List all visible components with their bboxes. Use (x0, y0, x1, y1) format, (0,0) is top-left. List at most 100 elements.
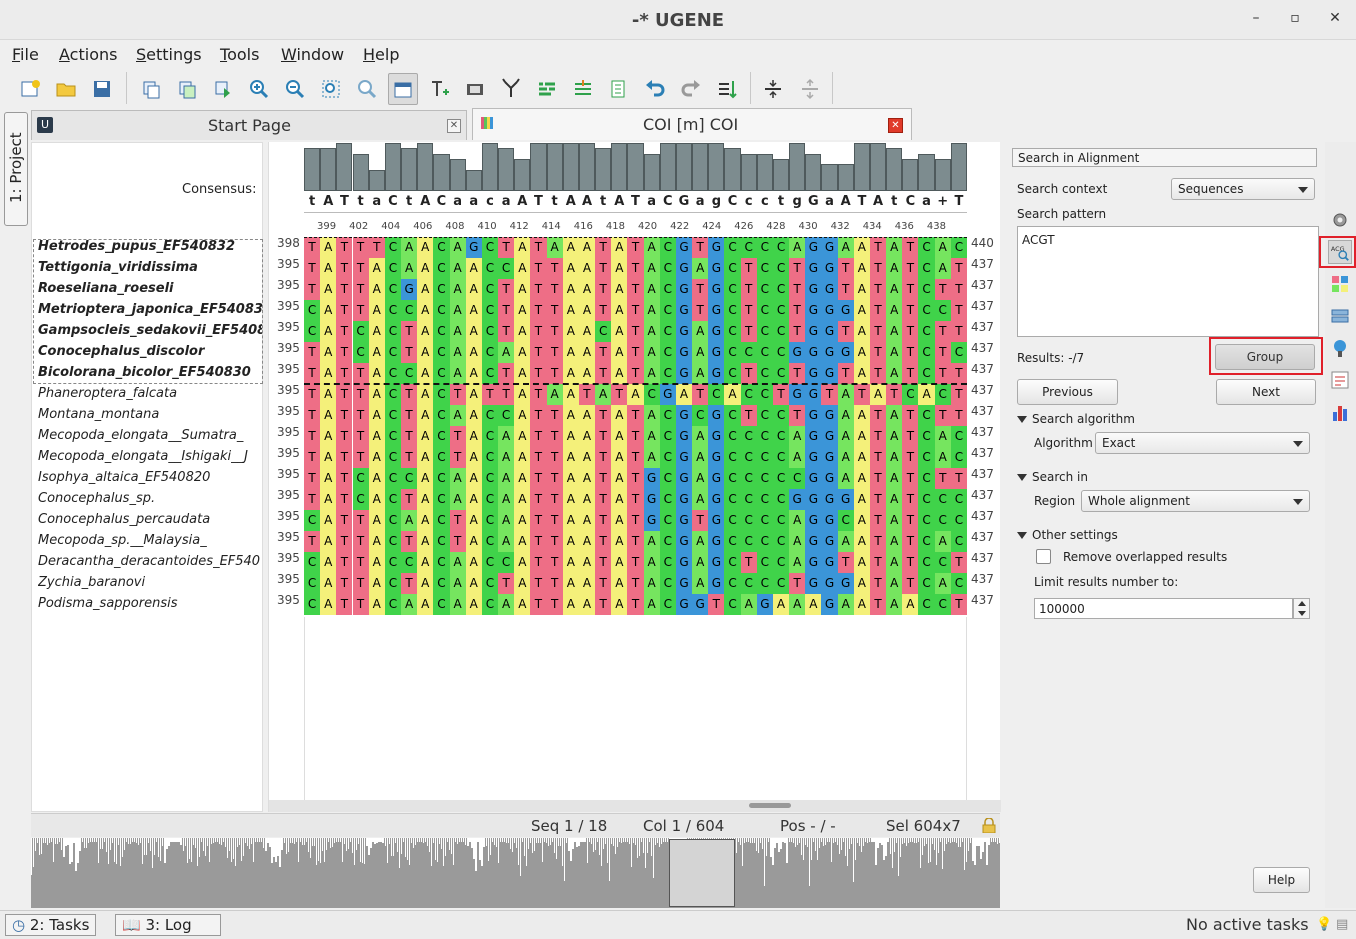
alignment-overview[interactable] (31, 838, 1000, 908)
menu-help[interactable]: Help (363, 45, 400, 64)
alignment-cell[interactable]: C (481, 510, 499, 531)
alignment-cell[interactable]: T (789, 573, 806, 594)
alignment-cell[interactable]: C (352, 321, 369, 342)
alignment-cell[interactable]: C (789, 468, 806, 489)
alignment-cell[interactable]: A (320, 342, 337, 363)
alignment-cell[interactable]: A (611, 489, 628, 510)
alignment-cell[interactable]: T (595, 594, 612, 615)
alignment-cell[interactable]: A (886, 237, 903, 258)
expand-icon[interactable] (797, 76, 823, 102)
alignment-cell[interactable]: A (643, 405, 660, 426)
alignment-cell[interactable]: A (837, 531, 854, 552)
alignment-cell[interactable]: A (886, 489, 903, 510)
alignment-cell[interactable]: A (417, 426, 434, 447)
alignment-cell[interactable]: T (352, 594, 369, 615)
alignment-cell[interactable]: A (498, 426, 515, 447)
alignment-cell[interactable]: G (805, 468, 822, 489)
alignment-cell[interactable]: T (498, 573, 515, 594)
alignment-cell[interactable]: T (546, 489, 563, 510)
alignment-cell[interactable]: A (320, 237, 337, 258)
alignment-cell[interactable]: C (384, 573, 401, 594)
alignment-cell[interactable]: T (595, 237, 612, 258)
alignment-cell[interactable]: A (320, 447, 337, 468)
alignment-cell[interactable]: A (837, 426, 854, 447)
alignment-cell[interactable]: G (756, 594, 773, 615)
alignment-cell[interactable]: C (481, 321, 499, 342)
copy-formatted-icon[interactable] (174, 76, 200, 102)
alignment-cell[interactable]: T (352, 300, 369, 321)
alignment-cell[interactable]: A (498, 468, 515, 489)
alignment-cell[interactable]: A (789, 531, 806, 552)
group-button[interactable]: Group (1215, 344, 1315, 370)
alignment-cell[interactable]: C (756, 279, 773, 300)
alignment-cell[interactable]: A (789, 426, 806, 447)
alignment-cell[interactable]: C (918, 258, 935, 279)
alignment-cell[interactable]: C (481, 594, 499, 615)
alignment-cell[interactable]: A (465, 489, 482, 510)
alignment-cell[interactable]: A (449, 468, 466, 489)
alignment-cell[interactable]: T (336, 258, 353, 279)
alignment-cell[interactable]: A (692, 573, 709, 594)
alignment-cell[interactable]: C (384, 489, 401, 510)
sequence-name[interactable]: Mecopoda_elongata__Ishigaki__J (38, 449, 248, 464)
alignment-cell[interactable]: A (789, 552, 806, 573)
alignment-cell[interactable]: C (481, 573, 499, 594)
alignment-cell[interactable]: A (514, 300, 531, 321)
other-settings-section[interactable]: Other settings (1017, 528, 1118, 542)
alignment-cell[interactable]: C (724, 363, 741, 384)
alignment-cell[interactable]: T (449, 510, 466, 531)
alignment-cell[interactable]: T (627, 258, 644, 279)
alignment-cell[interactable]: A (514, 237, 531, 258)
alignment-cell[interactable]: C (918, 300, 935, 321)
tree-settings-icon[interactable] (1328, 336, 1352, 360)
alignment-cell[interactable]: C (384, 258, 401, 279)
menu-window[interactable]: Window (281, 45, 345, 64)
alignment-cell[interactable]: T (352, 279, 369, 300)
alignment-cell[interactable]: A (692, 531, 709, 552)
alignment-cell[interactable]: T (902, 321, 919, 342)
alignment-cell[interactable]: A (740, 594, 757, 615)
alignment-cell[interactable]: G (821, 531, 838, 552)
alignment-cell[interactable]: T (498, 321, 515, 342)
alignment-cell[interactable]: C (934, 489, 951, 510)
alignment-cell[interactable]: A (514, 279, 531, 300)
alignment-cell[interactable]: G (675, 573, 693, 594)
alignment-cell[interactable]: T (530, 279, 547, 300)
alignment-cell[interactable]: T (498, 279, 515, 300)
sort-icon[interactable] (714, 76, 740, 102)
alignment-cell[interactable]: A (562, 342, 579, 363)
alignment-cell[interactable]: T (530, 489, 547, 510)
alignment-cell[interactable]: A (417, 363, 434, 384)
alignment-cell[interactable]: G (805, 321, 822, 342)
alignment-cell[interactable]: C (772, 405, 790, 426)
alignment-cell[interactable]: T (546, 510, 563, 531)
alignment-cell[interactable]: A (934, 573, 951, 594)
alignment-cell[interactable]: G (708, 342, 725, 363)
alignment-cell[interactable]: A (643, 237, 660, 258)
alignment-cell[interactable]: T (869, 552, 887, 573)
alignment-cell[interactable]: G (821, 405, 838, 426)
sequence-name[interactable]: Zychia_baranovi (38, 575, 146, 590)
alignment-cell[interactable]: A (692, 342, 709, 363)
alignment-cell[interactable]: T (627, 573, 644, 594)
alignment-cell[interactable]: A (368, 594, 385, 615)
alignment-cell[interactable]: T (869, 489, 887, 510)
alignment-cell[interactable]: T (902, 531, 919, 552)
sequence-name[interactable]: Isophya_altaica_EF540820 (38, 470, 211, 485)
alignment-cell[interactable]: C (724, 279, 741, 300)
alignment-cell[interactable]: A (514, 510, 531, 531)
highlighting-icon[interactable] (1328, 272, 1352, 296)
alignment-cell[interactable]: C (724, 573, 741, 594)
alignment-cell[interactable]: C (384, 531, 401, 552)
alignment-cell[interactable]: A (886, 300, 903, 321)
alignment-cell[interactable]: A (465, 468, 482, 489)
alignment-cell[interactable]: A (562, 300, 579, 321)
menu-actions[interactable]: Actions (59, 45, 118, 64)
alignment-cell[interactable]: A (918, 384, 935, 405)
alignment-cell[interactable]: A (886, 594, 903, 615)
alignment-cell[interactable]: A (320, 594, 337, 615)
alignment-cell[interactable]: T (530, 552, 547, 573)
alignment-cell[interactable]: C (950, 342, 967, 363)
alignment-cell[interactable]: C (595, 321, 612, 342)
zoom-fit-icon[interactable] (318, 76, 344, 102)
